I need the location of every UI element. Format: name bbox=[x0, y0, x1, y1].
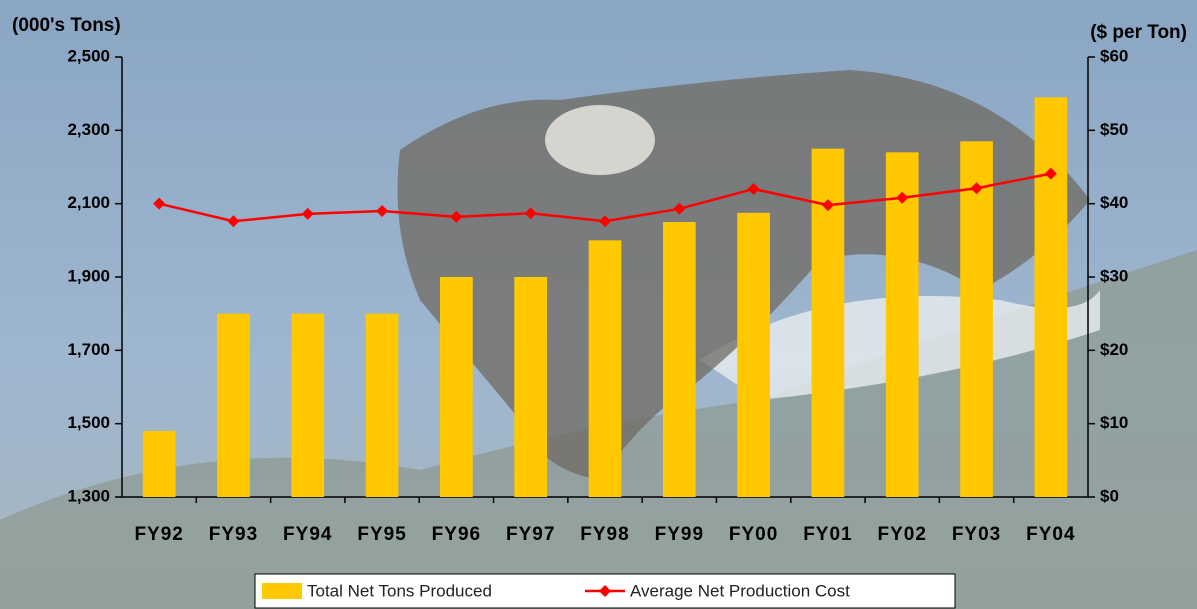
bar bbox=[662, 222, 696, 497]
marker bbox=[376, 205, 389, 217]
x-tick-label: FY04 bbox=[1026, 524, 1075, 545]
marker bbox=[747, 183, 760, 195]
y-tick-label: 2,100 bbox=[67, 193, 110, 212]
x-tick-label: FY00 bbox=[729, 524, 778, 545]
x-tick-label: FY94 bbox=[283, 524, 332, 545]
marker bbox=[821, 199, 834, 212]
x-tick-label: FY92 bbox=[134, 524, 183, 545]
eagle-head bbox=[545, 105, 655, 175]
bar bbox=[588, 240, 622, 498]
x-tick-label: FY02 bbox=[878, 524, 927, 545]
x-tick-label: FY03 bbox=[952, 524, 1001, 545]
marker bbox=[599, 215, 611, 228]
bar bbox=[514, 277, 548, 497]
marker bbox=[970, 182, 983, 195]
x-tick-label: FY93 bbox=[209, 524, 258, 545]
marker bbox=[450, 210, 463, 223]
y2-tick-label: $20 bbox=[1100, 340, 1128, 359]
legend-marker bbox=[599, 585, 611, 597]
bar bbox=[291, 313, 325, 497]
marker bbox=[524, 207, 537, 220]
y2-axis-title: ($ per Ton) bbox=[1090, 22, 1187, 43]
x-tick-label: FY95 bbox=[357, 524, 406, 545]
marker bbox=[673, 202, 686, 215]
marker bbox=[301, 207, 314, 220]
y-tick-label: 1,900 bbox=[67, 266, 110, 285]
legend-label: Total Net Tons Produced bbox=[307, 581, 492, 600]
y-tick-label: 2,300 bbox=[67, 120, 110, 139]
marker bbox=[896, 191, 909, 204]
bar bbox=[440, 277, 473, 497]
x-tick-label: FY98 bbox=[580, 524, 629, 545]
bar bbox=[885, 152, 919, 498]
x-tick-label: FY01 bbox=[803, 524, 852, 545]
y-axis-title: (000's Tons) bbox=[12, 15, 121, 36]
bar bbox=[142, 431, 176, 497]
x-tick-label: FY97 bbox=[506, 524, 555, 545]
bar bbox=[217, 313, 250, 497]
y2-tick-label: $40 bbox=[1100, 193, 1128, 212]
marker bbox=[1044, 167, 1057, 180]
y-tick-label: 2,500 bbox=[67, 46, 110, 65]
marker bbox=[227, 215, 240, 228]
bar bbox=[365, 313, 399, 497]
y2-tick-label: $30 bbox=[1100, 266, 1128, 285]
y2-tick-label: $10 bbox=[1100, 413, 1128, 432]
y-tick-label: 1,300 bbox=[67, 486, 110, 505]
y2-tick-label: $0 bbox=[1100, 486, 1119, 505]
bar bbox=[960, 141, 993, 498]
y-tick-label: 1,500 bbox=[67, 413, 110, 432]
legend-swatch bbox=[262, 583, 302, 599]
marker bbox=[153, 197, 166, 210]
y-tick-label: 1,700 bbox=[67, 340, 110, 359]
bar bbox=[737, 212, 770, 498]
x-tick-label: FY96 bbox=[432, 524, 481, 545]
y2-tick-label: $50 bbox=[1100, 120, 1128, 139]
bar bbox=[1034, 97, 1068, 497]
x-tick-label: FY99 bbox=[655, 524, 704, 545]
legend-label: Average Net Production Cost bbox=[630, 581, 850, 600]
y2-tick-label: $60 bbox=[1100, 46, 1128, 65]
